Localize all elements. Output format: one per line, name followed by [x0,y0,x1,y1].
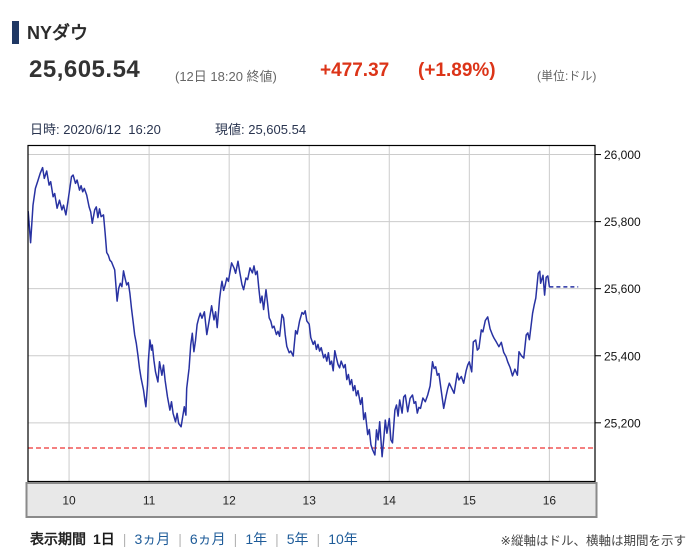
x-axis-band [25,482,598,518]
plot-border [27,144,596,483]
period-label: 表示期間 [30,531,86,547]
period-separator: | [316,531,321,547]
y-axis-label: 25,200 [604,416,641,430]
chart-datetime: 日時: 2020/6/12 16:20 [30,122,161,137]
chart-info-row: 日時: 2020/6/12 16:20 現値: 25,605.54 [0,119,692,137]
current-price: 25,605.54 [29,56,141,83]
period-option-6ヵ月[interactable]: 6ヵ月 [189,531,226,547]
y-axis-label: 25,600 [604,282,641,296]
period-option-3ヵ月[interactable]: 3ヵ月 [134,531,171,547]
x-axis-label: 13 [303,494,317,508]
x-axis-label: 15 [463,494,477,508]
price-line-chart: 26,000 25,800 25,600 25,400 25,200 10 11 12 13 14… [25,144,641,518]
price-series-line [27,166,551,458]
y-axis-label: 25,400 [604,349,641,363]
axis-note: ※縦軸はドル、横軸は期間を示す [500,534,686,548]
y-axis-label: 25,800 [604,215,641,229]
period-option-5年[interactable]: 5年 [286,531,309,547]
y-axis-label: 26,000 [604,148,641,162]
period-selector: 1日 | 3ヵ月 | 6ヵ月 | 1年 | 5年 | 10年 [93,529,358,549]
period-option-10年[interactable]: 10年 [328,531,358,547]
period-separator: | [178,531,182,547]
unit-note: (単位:ドル) [537,69,597,83]
price-change: +477.37 [320,60,390,81]
price-change-percent: (+1.89%) [418,60,496,81]
x-axis-label: 11 [143,494,156,508]
period-separator: | [275,531,279,547]
title-accent-bar [12,21,19,44]
chart-current-value: 現値: 25,605.54 [215,122,307,137]
period-footer: 表示期間 1日 | 3ヵ月 | 6ヵ月 | 1年 | 5年 | 10年 ※縦軸はドル、横軸は期間を示… [0,527,692,549]
x-axis-label: 16 [543,494,557,508]
x-axis-label: 10 [62,494,76,508]
price-timestamp-note: (12日 18:20 終値) [175,69,277,84]
period-option-1日[interactable]: 1日 [93,531,115,547]
plot-background [28,145,595,482]
x-axis-label: 12 [222,494,236,508]
period-separator: | [233,531,238,547]
x-axis-label: 14 [383,494,397,508]
period-option-1年[interactable]: 1年 [245,531,268,547]
period-separator: | [122,531,127,547]
index-title: NYダウ [27,23,89,43]
